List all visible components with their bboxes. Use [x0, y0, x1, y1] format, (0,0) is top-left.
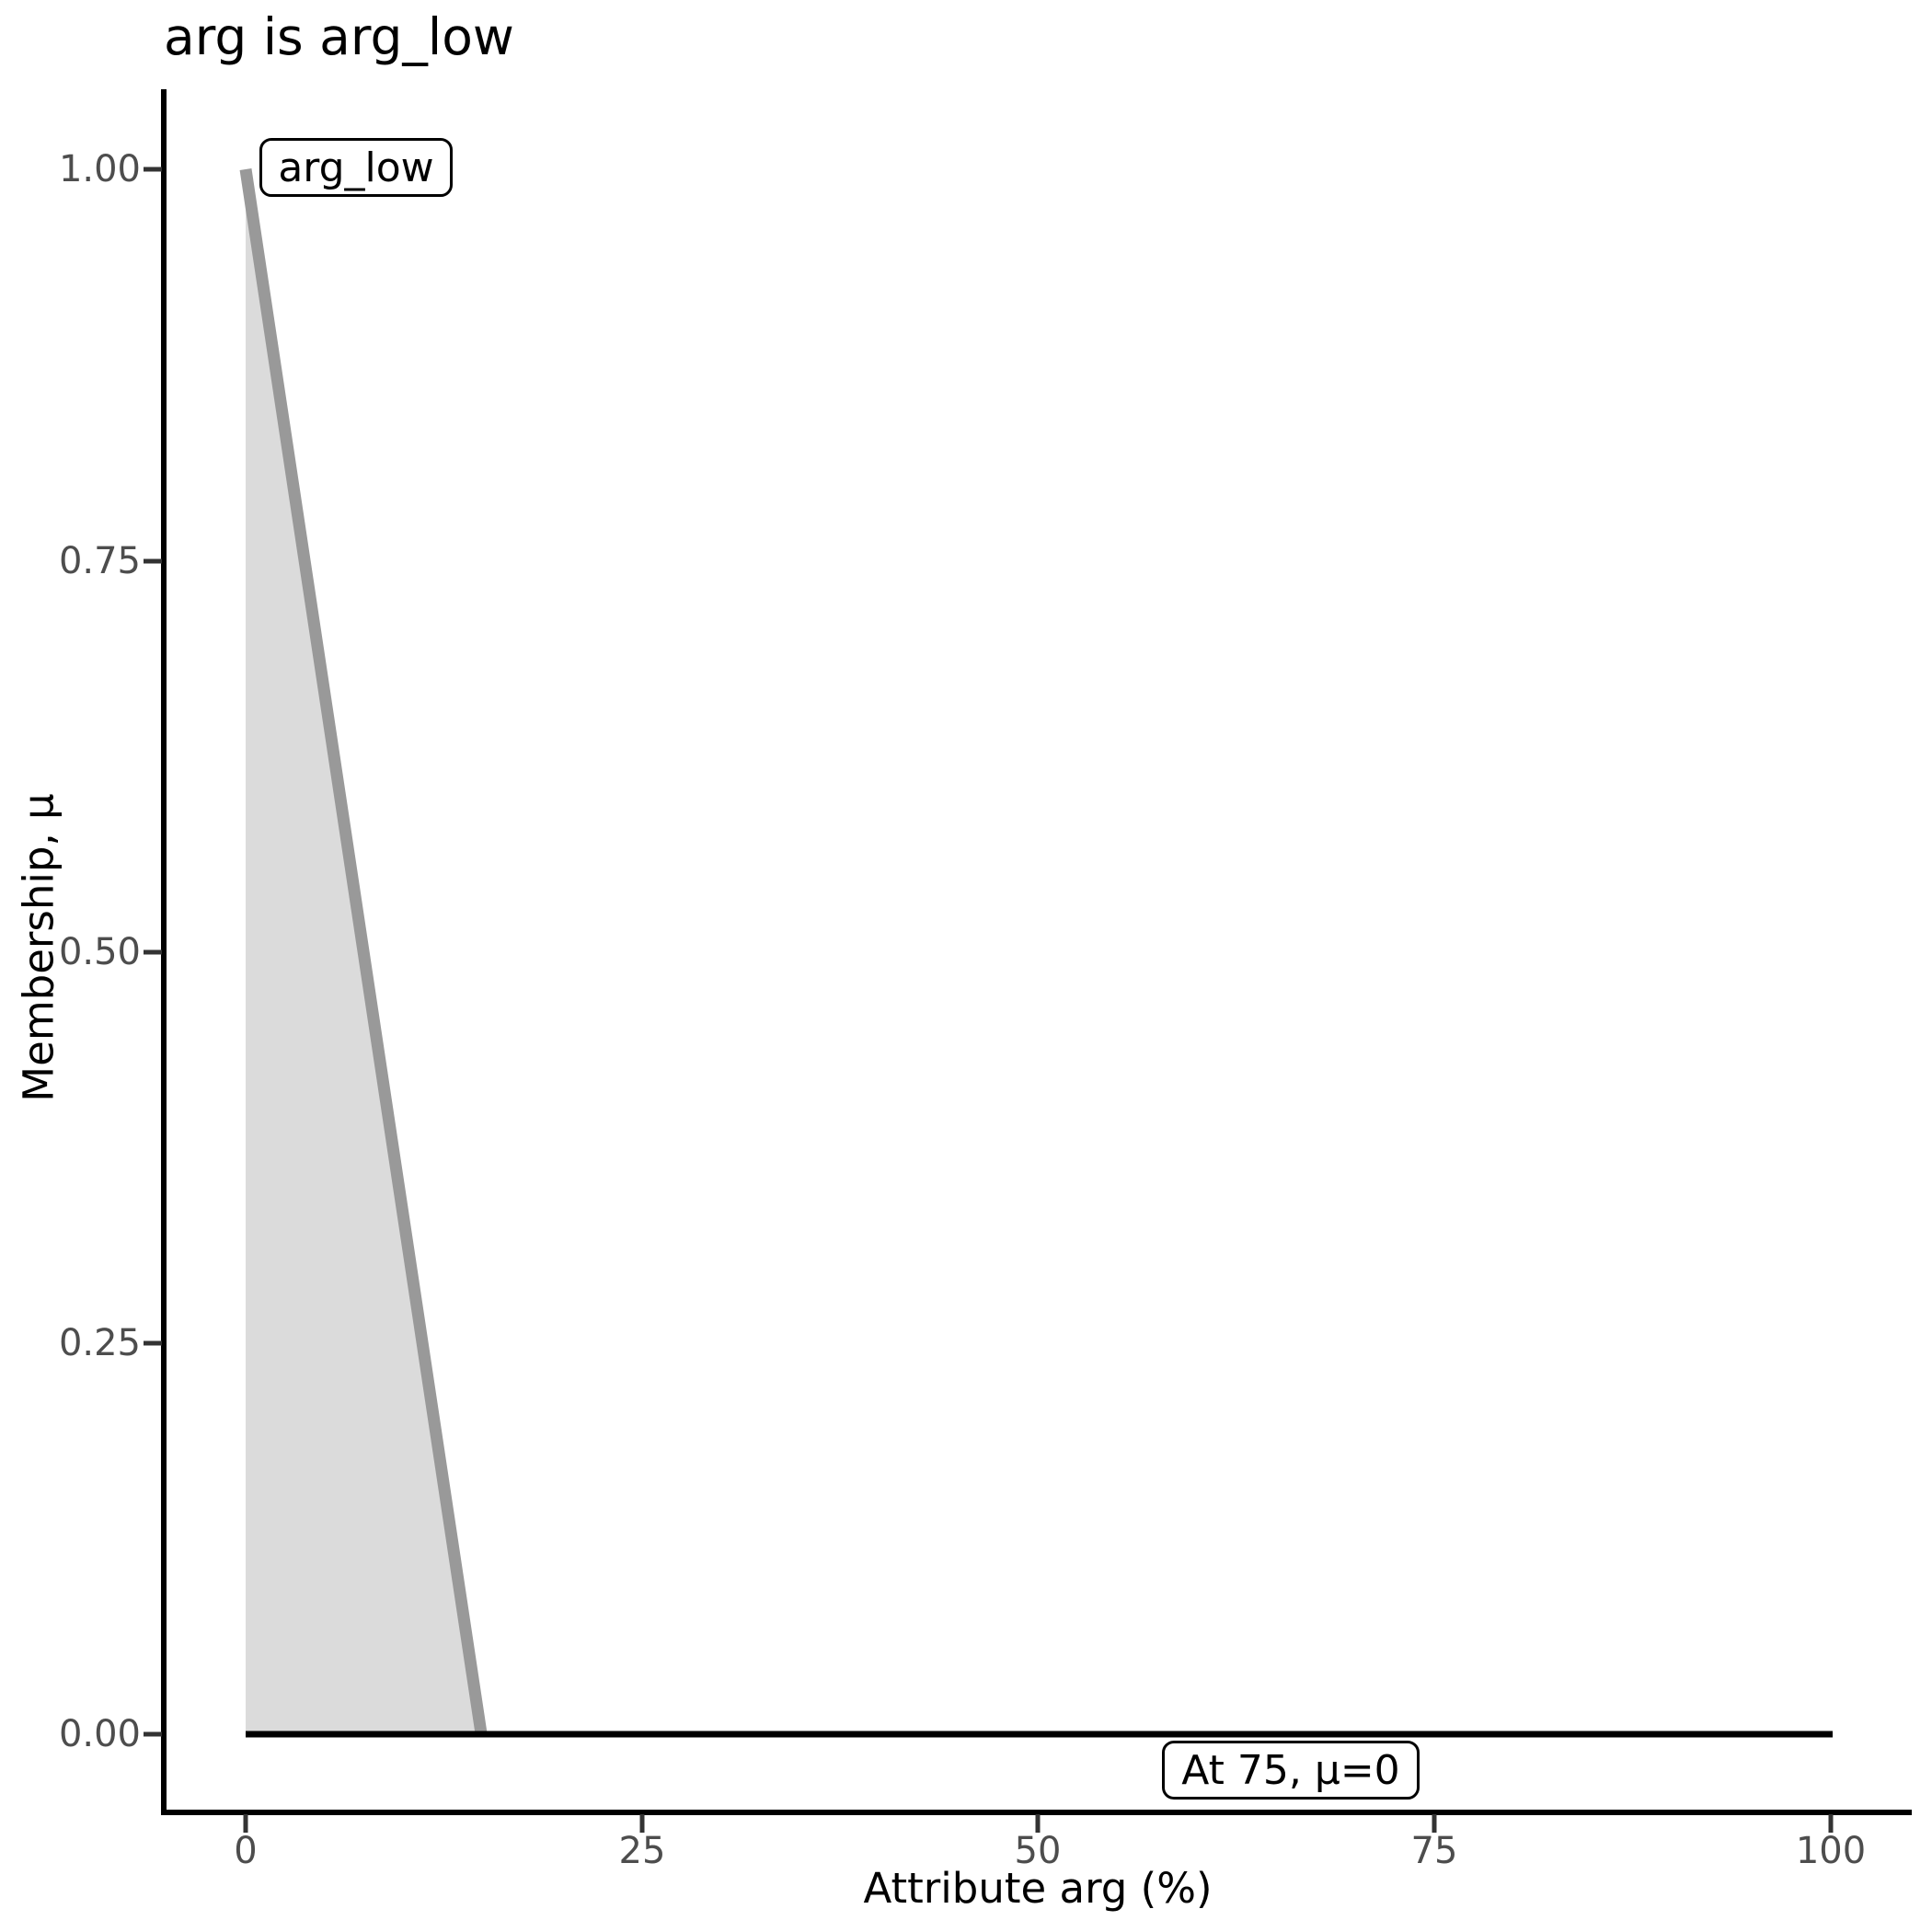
- y-tick-label-0.25: 0.25: [58, 1322, 141, 1364]
- set-name-annotation-text: arg_low: [278, 144, 434, 191]
- y-axis-title: Membership, μ: [14, 793, 63, 1102]
- x-tick-label-100: 100: [1795, 1830, 1867, 1872]
- chart-title: arg is arg_low: [164, 7, 514, 66]
- y-tick-label-0.75: 0.75: [58, 540, 141, 582]
- x-tick-label-25: 25: [618, 1830, 666, 1872]
- x-axis-title: Attribute arg (%): [863, 1864, 1213, 1913]
- x-tick-label-75: 75: [1410, 1830, 1458, 1872]
- x-tick-label-0: 0: [234, 1830, 258, 1872]
- x-tick-label-50: 50: [1014, 1830, 1062, 1872]
- crisp-value-annotation-text: At 75, μ=0: [1181, 1746, 1400, 1794]
- crisp-value-annotation: At 75, μ=0: [1162, 1741, 1420, 1800]
- set-name-annotation: arg_low: [259, 138, 453, 197]
- y-tick-label-1.00: 1.00: [58, 148, 141, 190]
- membership-line: [239, 168, 488, 1734]
- y-tick-label-0.50: 0.50: [58, 931, 141, 973]
- y-tick-label-0.00: 0.00: [58, 1713, 141, 1755]
